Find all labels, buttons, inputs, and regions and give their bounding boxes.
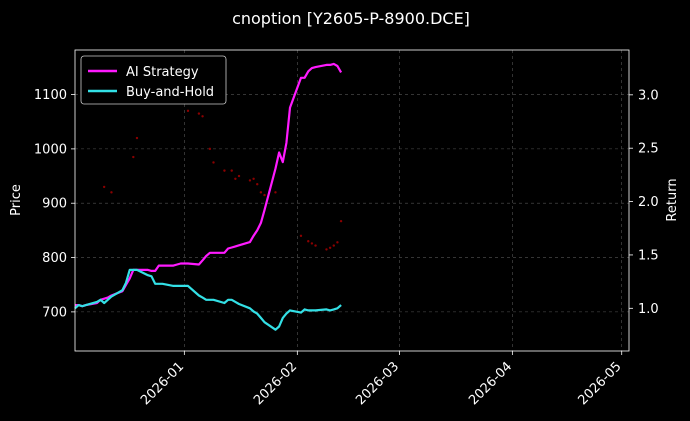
price-point — [332, 244, 335, 247]
price-point — [325, 248, 328, 251]
price-point — [208, 147, 212, 151]
price-point — [336, 241, 339, 244]
legend: AI Strategy Buy-and-Hold — [80, 55, 227, 105]
y2-tick-label: 2.0 — [638, 195, 659, 210]
price-point — [201, 115, 204, 118]
price-point — [310, 242, 314, 245]
price-point — [339, 219, 343, 223]
y2-tick-label: 3.0 — [638, 88, 659, 103]
y-tick-label: 1000 — [34, 142, 67, 157]
price-point — [259, 191, 263, 194]
y2-tick-label: 1.0 — [638, 302, 659, 317]
price-point — [135, 136, 139, 140]
y-axis-label: Price — [9, 184, 24, 216]
legend-label-ai: AI Strategy — [126, 65, 199, 80]
plot-frame — [74, 49, 630, 352]
price-point — [299, 234, 303, 238]
price-point — [223, 169, 226, 172]
y2-tick-label: 2.5 — [638, 142, 659, 157]
price-point — [212, 161, 215, 164]
y-tick-label: 700 — [42, 305, 67, 320]
price-point — [274, 191, 277, 194]
chart-title: cnoption [Y2605-P-8900.DCE] — [232, 9, 470, 28]
price-point — [230, 169, 233, 172]
price-point — [110, 191, 113, 194]
price-point — [307, 240, 310, 243]
price-point — [132, 155, 135, 159]
price-point — [252, 177, 255, 180]
price-point — [237, 174, 241, 178]
price-point — [263, 193, 266, 197]
price-point — [102, 185, 106, 189]
price-point — [197, 112, 201, 115]
buy-and-hold-line — [74, 268, 342, 331]
y-tick-label: 1100 — [34, 88, 67, 103]
y-tick-label: 900 — [42, 197, 67, 212]
price-point — [256, 183, 259, 186]
legend-box — [80, 55, 227, 105]
legend-label-bh: Buy-and-Hold — [126, 85, 214, 100]
price-point — [186, 109, 190, 113]
y2-axis-label: Return — [665, 178, 680, 221]
price-points — [102, 90, 343, 251]
price-point — [248, 179, 252, 182]
series-lines — [74, 62, 343, 331]
y-tick-label: 800 — [42, 251, 67, 266]
y2-tick-label: 1.5 — [638, 248, 659, 263]
price-point — [234, 177, 237, 180]
price-point — [328, 246, 332, 249]
price-point — [314, 244, 317, 247]
